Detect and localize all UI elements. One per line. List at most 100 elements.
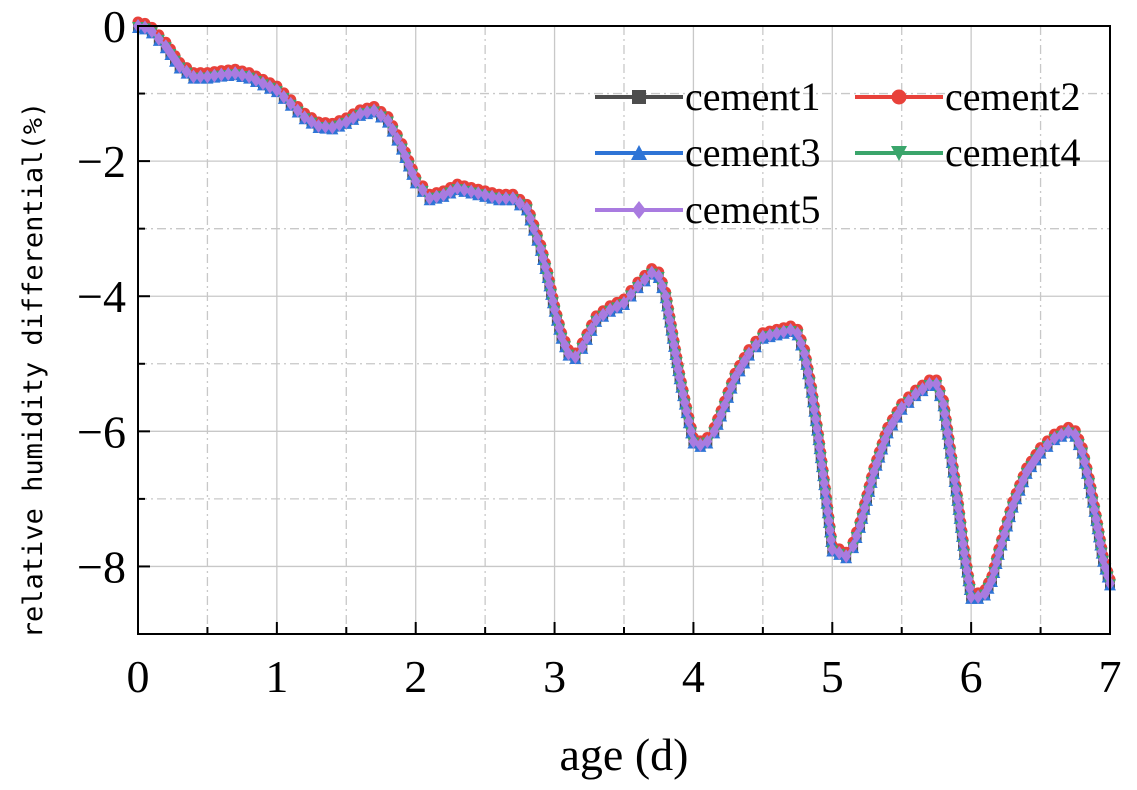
data-point-cement5 <box>369 103 380 118</box>
data-point-cement5 <box>826 532 837 547</box>
data-point-cement5 <box>939 406 950 421</box>
data-point-cement5 <box>285 96 296 111</box>
data-point-cement5 <box>521 201 532 216</box>
axis-ticks <box>137 25 1111 635</box>
data-point-cement5 <box>851 529 862 544</box>
tick-labels: 0 1 2 3 4 5 6 7 0 −2 −4 −6 −8 <box>77 1 1121 702</box>
data-point-cement5 <box>764 328 775 343</box>
data-point-cement5 <box>821 494 832 509</box>
data-point-cement5 <box>382 113 393 128</box>
data-point-cement5 <box>726 379 737 394</box>
data-point-cement5 <box>392 131 403 146</box>
legend-marker <box>632 90 646 104</box>
data-point-cement5 <box>824 523 835 538</box>
data-point-cement5 <box>938 397 949 412</box>
data-point-cement5 <box>657 279 668 294</box>
data-point-cement5 <box>816 458 827 473</box>
data-point-cement5 <box>750 338 761 353</box>
data-point-cement5 <box>466 184 477 199</box>
legend-label: cement5 <box>685 187 821 232</box>
data-point-cement5 <box>822 504 833 519</box>
data-point-cement5 <box>716 407 727 422</box>
data-point-cement5 <box>480 187 491 202</box>
y-axis-title: relative humidity differential(%) <box>18 102 49 638</box>
data-point-cement5 <box>306 114 317 129</box>
legend-marker <box>631 145 647 160</box>
data-point-cement5 <box>216 67 227 82</box>
data-point-cement5 <box>820 485 831 500</box>
data-point-cement5 <box>431 189 442 204</box>
y-tick-label: −2 <box>77 136 126 187</box>
data-point-cement5 <box>139 20 150 35</box>
data-point-cement5 <box>494 191 505 206</box>
data-point-cement5 <box>807 393 818 408</box>
data-point-cement5 <box>815 449 826 464</box>
data-point-cement5 <box>806 383 817 398</box>
x-tick-label: 6 <box>960 651 983 702</box>
data-point-cement5 <box>819 476 830 491</box>
data-point-cement5 <box>598 307 609 322</box>
x-tick-label: 2 <box>404 651 427 702</box>
data-point-cement5 <box>452 181 463 196</box>
data-point-cement5 <box>586 321 597 336</box>
data-point-cement5 <box>757 329 768 344</box>
x-tick-label: 7 <box>1099 651 1122 702</box>
data-point-cement5 <box>625 287 636 302</box>
data-point-cement5 <box>958 536 969 551</box>
data-point-cement5 <box>153 31 164 46</box>
y-tick-label: −8 <box>77 541 126 592</box>
data-point-cement5 <box>271 83 282 98</box>
x-tick-label: 3 <box>543 651 566 702</box>
data-point-cement5 <box>473 186 484 201</box>
data-point-cement5 <box>945 444 956 459</box>
data-point-cement5 <box>500 191 511 206</box>
data-point-cement5 <box>459 182 470 197</box>
data-point-cement5 <box>410 174 421 189</box>
data-point-cement5 <box>313 118 324 133</box>
data-point-cement5 <box>278 89 289 104</box>
data-point-cement5 <box>417 182 428 197</box>
x-tick-label: 5 <box>821 651 844 702</box>
data-point-cement5 <box>719 398 730 413</box>
data-point-cement5 <box>818 467 829 482</box>
data-point-cement5 <box>814 440 825 455</box>
legend-label: cement2 <box>945 74 1081 119</box>
data-point-cement5 <box>581 330 592 345</box>
data-point-cement5 <box>376 108 386 123</box>
data-point-cement5 <box>771 326 782 341</box>
data-point-cement5 <box>952 491 963 506</box>
data-point-cement5 <box>577 339 588 354</box>
data-point-cement5 <box>739 354 750 369</box>
data-point-cement5 <box>896 400 907 415</box>
data-point-cement5 <box>934 387 945 402</box>
data-point-cement5 <box>202 69 213 84</box>
data-point-cement5 <box>507 191 518 206</box>
data-point-cement5 <box>812 421 823 436</box>
y-tick-label: −4 <box>77 271 126 322</box>
data-point-cement5 <box>223 66 234 81</box>
data-point-cement5 <box>943 435 954 450</box>
data-point-cement5 <box>188 69 199 84</box>
data-point-cement5 <box>639 272 650 287</box>
legend-marker <box>632 201 646 219</box>
data-point-cement5 <box>743 346 754 361</box>
data-point-cement5 <box>946 454 957 469</box>
data-point-cement5 <box>525 211 536 226</box>
legend-item-cement4: cement4 <box>855 130 1081 175</box>
legend-label: cement4 <box>945 130 1081 175</box>
data-point-cement5 <box>1035 444 1046 459</box>
data-point-cement5 <box>953 500 964 515</box>
data-point-cement5 <box>941 416 952 431</box>
data-point-cement5 <box>174 59 185 74</box>
data-point-cement5 <box>955 518 966 533</box>
data-point-cement5 <box>619 295 629 310</box>
data-point-cement5 <box>948 463 959 478</box>
data-point-cement5 <box>723 388 734 403</box>
data-point-cement5 <box>823 513 834 528</box>
x-tick-label: 1 <box>265 651 288 702</box>
data-point-cement5 <box>924 377 935 392</box>
legend-marker <box>891 146 907 161</box>
data-point-cement5 <box>950 482 961 497</box>
series-layer <box>132 16 1116 604</box>
legend-item-cement5: cement5 <box>595 187 821 232</box>
